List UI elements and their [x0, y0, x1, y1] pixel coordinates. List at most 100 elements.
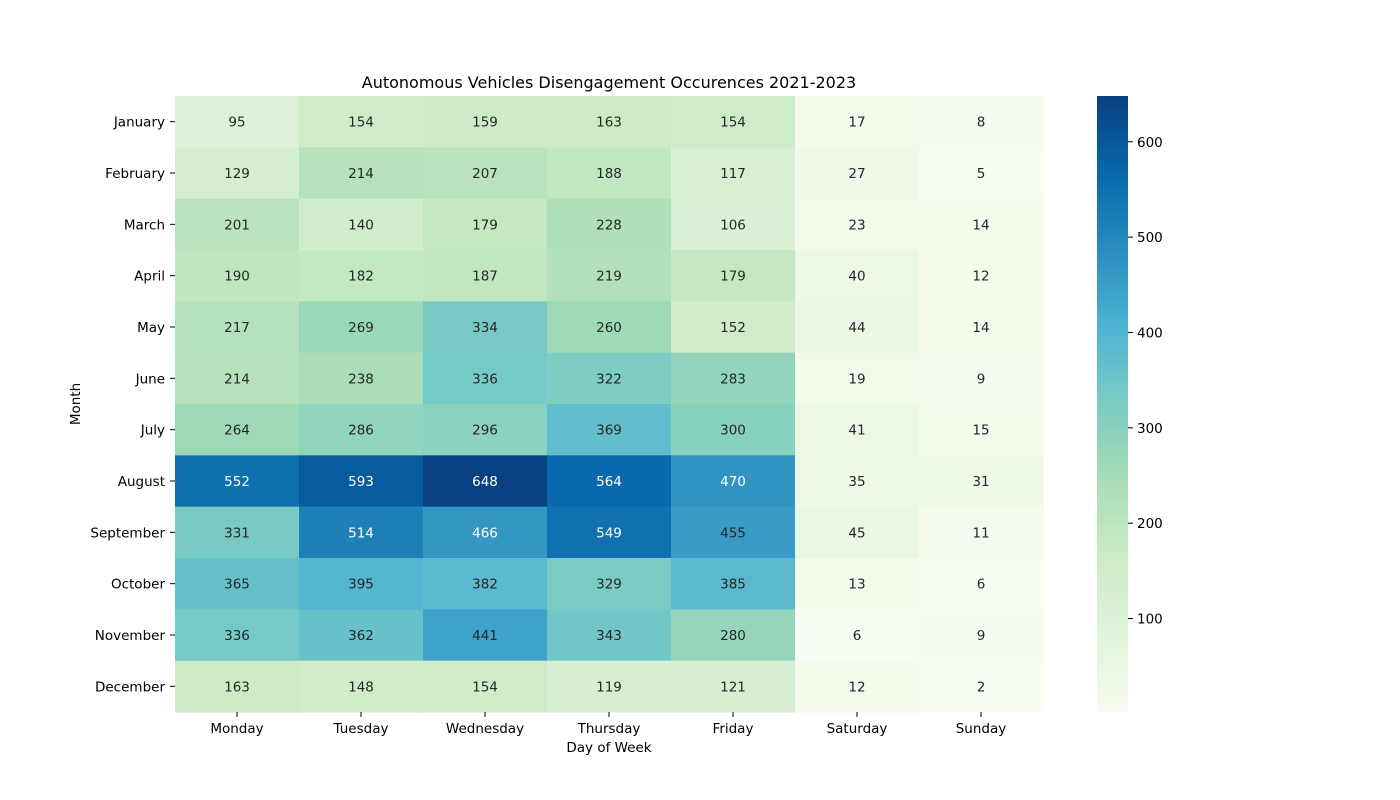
heatmap-cell: [299, 506, 424, 559]
cell-value-label: 13: [848, 577, 865, 593]
heatmap-cell: [919, 506, 1044, 559]
heatmap-cell: [547, 506, 672, 559]
cell-value-label: 179: [720, 269, 746, 285]
x-tick-label: Monday: [210, 721, 263, 737]
y-tick-label: November: [95, 628, 166, 644]
heatmap-cell: [175, 352, 300, 405]
heatmap-cell: [919, 198, 1044, 251]
y-tick-label: April: [134, 269, 165, 285]
cell-value-label: 260: [596, 320, 622, 336]
cell-value-label: 343: [596, 628, 622, 644]
heatmap-cell: [547, 609, 672, 662]
cell-value-label: 154: [472, 679, 498, 695]
cell-value-label: 179: [472, 217, 498, 233]
heatmap-cell: [175, 558, 300, 610]
heatmap-cell: [423, 96, 548, 148]
cell-value-label: 6: [977, 577, 986, 593]
cell-value-label: 466: [472, 525, 498, 541]
heatmap-cell: [423, 660, 548, 713]
heatmap-cell: [547, 96, 672, 148]
heatmap-cell: [547, 455, 672, 508]
cell-value-label: 129: [224, 166, 250, 182]
cell-value-label: 593: [348, 474, 374, 490]
x-tick-label: Friday: [713, 721, 754, 737]
heatmap-cell: [423, 250, 548, 302]
cell-value-label: 154: [720, 115, 746, 131]
heatmap-cell: [919, 96, 1044, 148]
cell-value-label: 564: [596, 474, 622, 490]
y-tick-label: August: [118, 474, 165, 490]
heatmap-cell: [919, 558, 1044, 610]
y-tick-label: December: [95, 679, 165, 695]
cell-value-label: 549: [596, 525, 622, 541]
cell-value-label: 2: [977, 679, 986, 695]
heatmap-cell: [299, 198, 424, 251]
x-tick-label: Sunday: [956, 721, 1007, 737]
colorbar-tick-label: 200: [1137, 516, 1163, 532]
colorbar-gradient: [1097, 96, 1128, 712]
heatmap-cell: [671, 250, 796, 302]
cell-value-label: 23: [848, 217, 865, 233]
heatmap-cell: [671, 96, 796, 148]
heatmap-cell: [423, 404, 548, 456]
cell-value-label: 219: [596, 269, 622, 285]
heatmap-cell: [671, 198, 796, 251]
heatmap-cell: [795, 609, 920, 662]
heatmap-cell: [299, 147, 424, 200]
heatmap-cell: [299, 455, 424, 508]
heatmap-cell: [795, 660, 920, 713]
cell-value-label: 14: [972, 320, 989, 336]
cell-value-label: 31: [972, 474, 989, 490]
heatmap-cell: [423, 455, 548, 508]
heatmap-cell: [919, 250, 1044, 302]
cell-value-label: 44: [848, 320, 865, 336]
heatmap-cell: [175, 660, 300, 713]
heatmap-cell: [299, 250, 424, 302]
cell-value-label: 455: [720, 525, 746, 541]
cell-value-label: 152: [720, 320, 746, 336]
heatmap-cell: [547, 558, 672, 610]
heatmap-cell: [547, 250, 672, 302]
cell-value-label: 121: [720, 679, 746, 695]
heatmap-cell: [671, 301, 796, 354]
cell-value-label: 228: [596, 217, 622, 233]
cell-value-label: 163: [596, 115, 622, 131]
heatmap-cell: [175, 609, 300, 662]
cell-value-label: 35: [848, 474, 865, 490]
cell-value-label: 334: [472, 320, 498, 336]
heatmap-cell: [671, 404, 796, 456]
heatmap-cell: [423, 352, 548, 405]
heatmap-cell: [919, 404, 1044, 456]
x-tick-labels: Monday Tuesday Wednesday Thursday Friday Satu…: [210, 712, 1006, 737]
cell-value-label: 5: [977, 166, 986, 182]
colorbar-tick-label: 600: [1137, 135, 1163, 151]
x-tick-label: Wednesday: [446, 721, 524, 737]
x-axis-label: Day of Week: [566, 740, 651, 756]
cell-value-label: 336: [224, 628, 250, 644]
colorbar-tick-label: 100: [1137, 612, 1163, 628]
heatmap-cell: [671, 558, 796, 610]
heatmap-cell: [919, 660, 1044, 713]
y-tick-label: July: [140, 423, 165, 439]
heatmap-cell: [175, 250, 300, 302]
cell-value-label: 41: [848, 423, 865, 439]
heatmap-cell: [299, 301, 424, 354]
heatmap-cell: [299, 352, 424, 405]
cell-value-label: 187: [472, 269, 498, 285]
cell-value-label: 9: [977, 371, 986, 387]
heatmap-cell: [671, 609, 796, 662]
chart-title: Autonomous Vehicles Disengagement Occure…: [362, 73, 856, 92]
cell-value-label: 12: [972, 269, 989, 285]
heatmap-cell: [795, 506, 920, 559]
cell-value-label: 552: [224, 474, 250, 490]
heatmap-cell: [795, 198, 920, 251]
cell-value-label: 395: [348, 577, 374, 593]
heatmap-cell: [671, 147, 796, 200]
heatmap-cell: [423, 609, 548, 662]
cell-value-label: 9: [977, 628, 986, 644]
y-tick-label: February: [105, 166, 165, 182]
x-tick-label: Thursday: [577, 721, 641, 737]
heatmap-cell: [547, 198, 672, 251]
cell-value-label: 40: [848, 269, 865, 285]
cell-value-label: 154: [348, 115, 374, 131]
